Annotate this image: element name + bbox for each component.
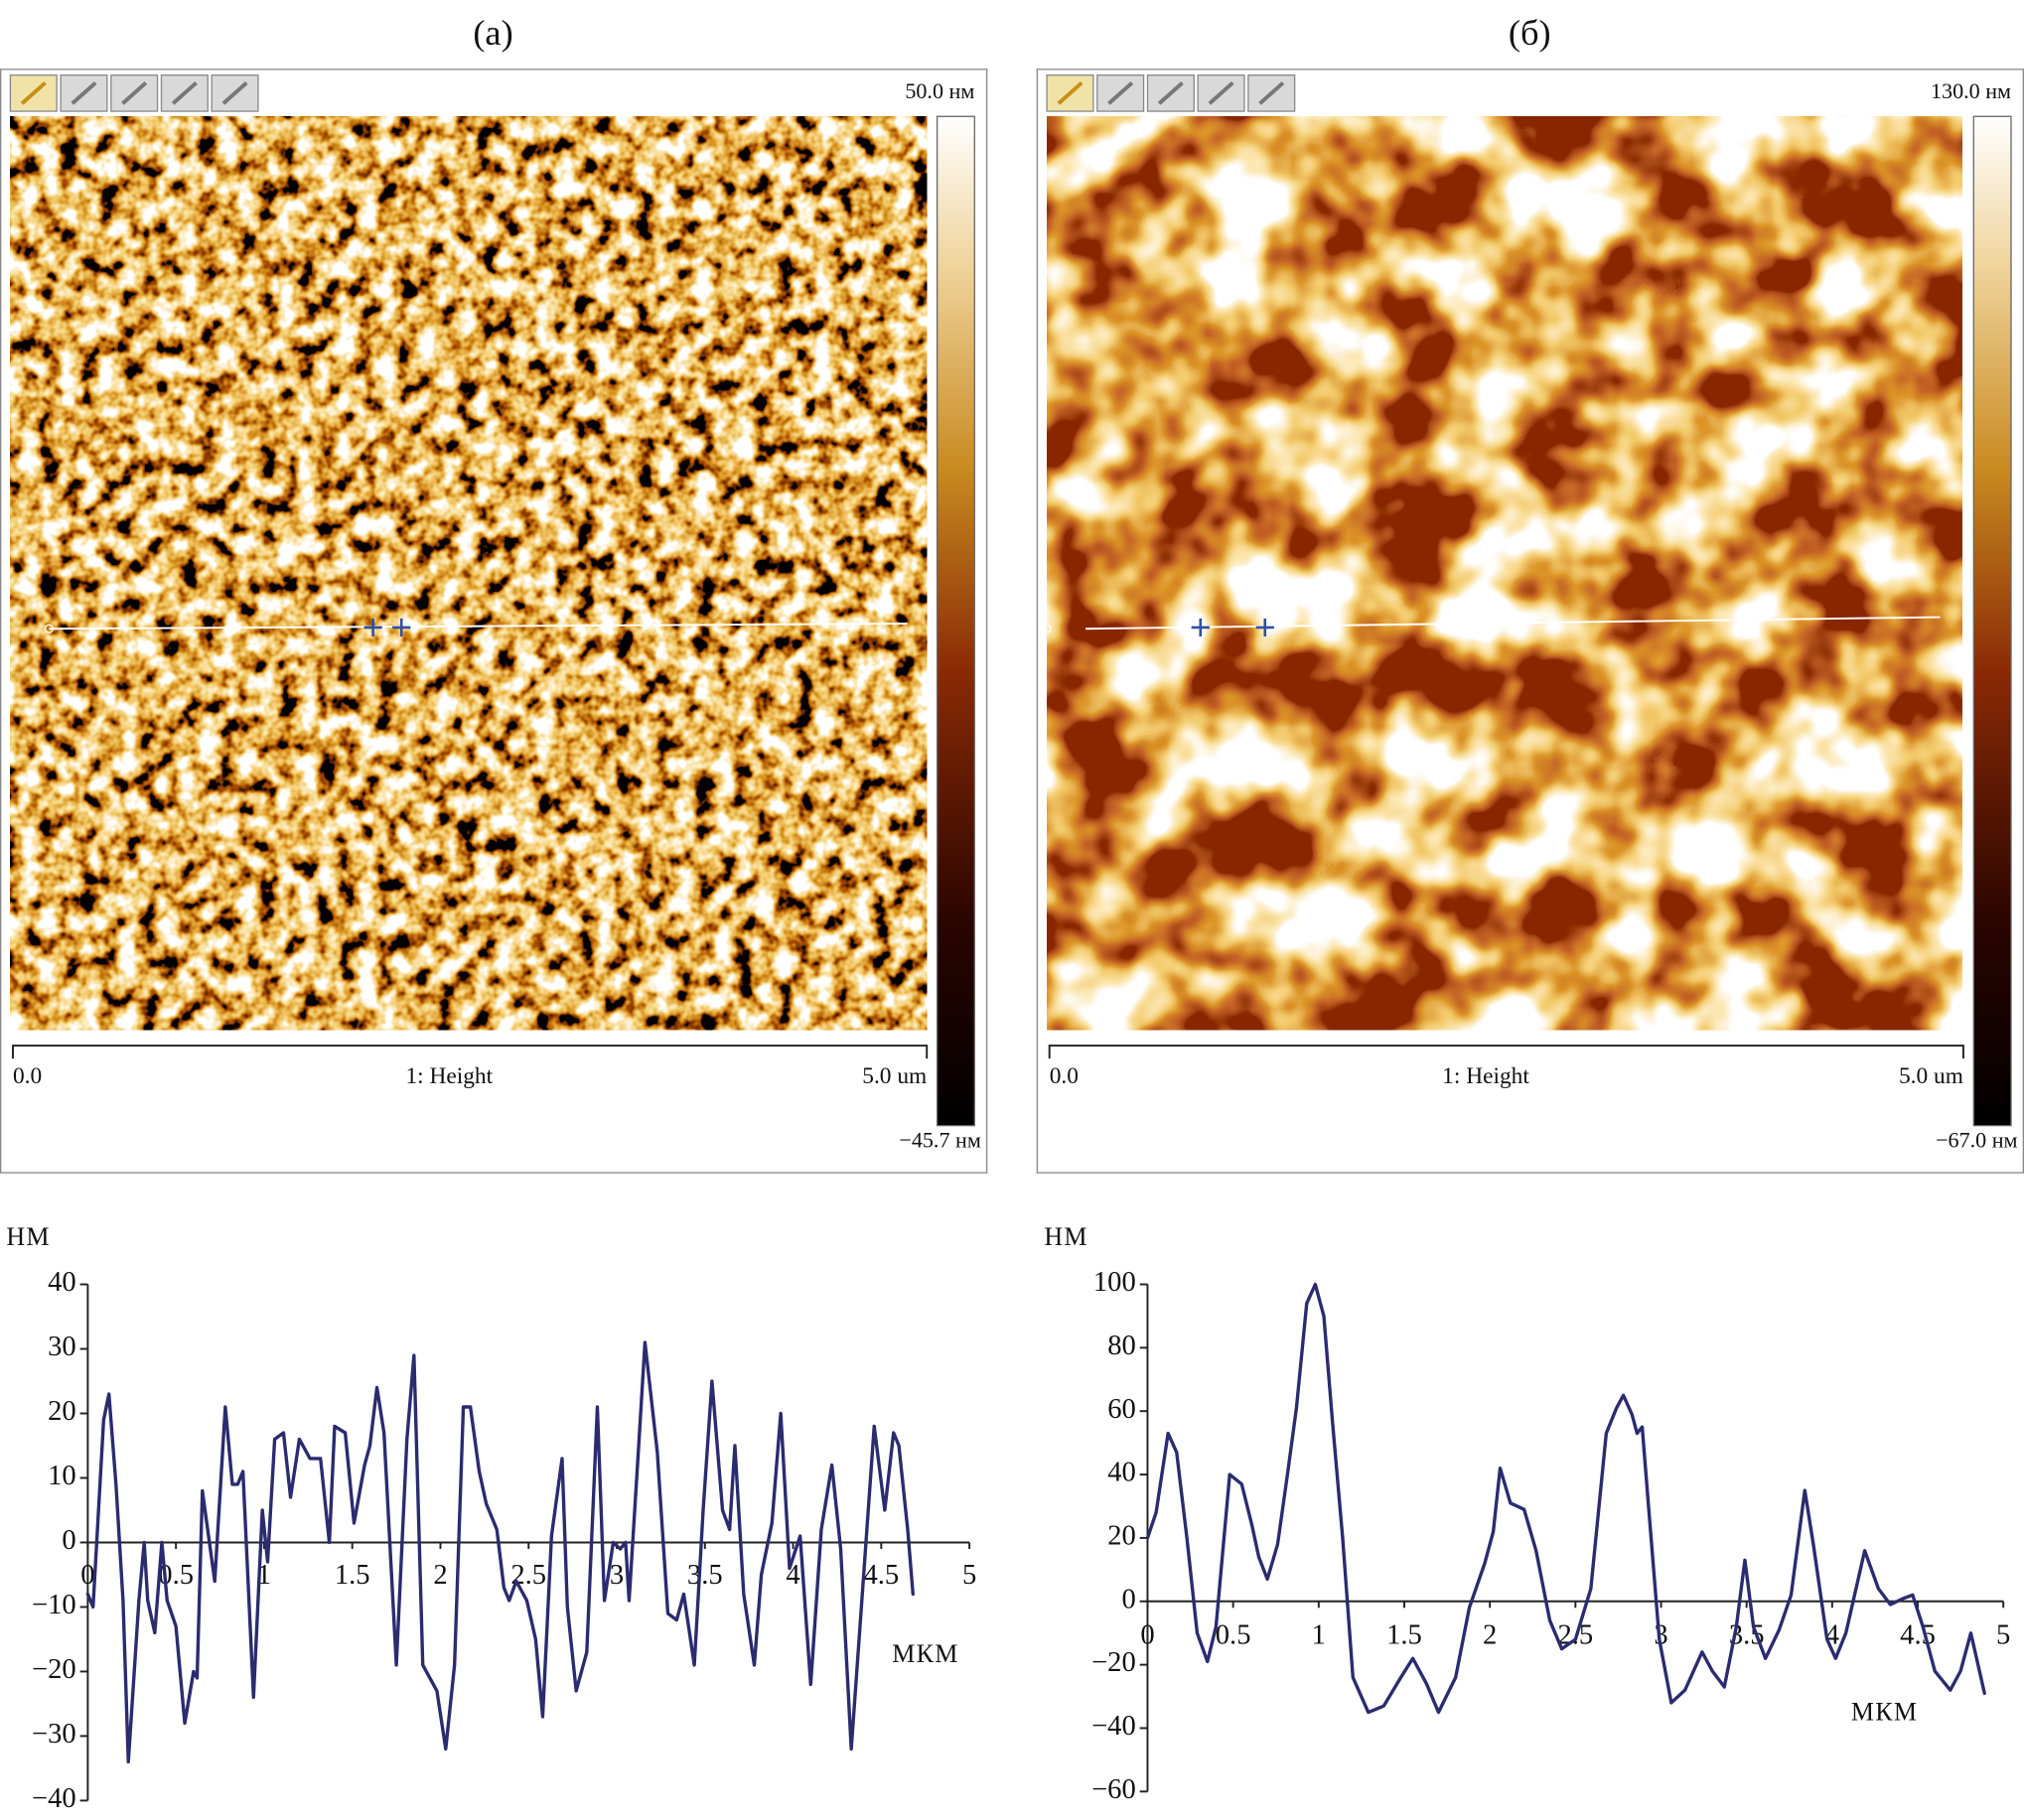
toolbar-icon: [1258, 81, 1285, 105]
toolbar-icon: [1157, 81, 1184, 105]
afm-image: [1047, 116, 1962, 1031]
x-tick-label: 1.5: [1386, 1620, 1422, 1651]
axis-end: 5.0 um: [1899, 1063, 1963, 1089]
profile-curve: [1145, 1282, 1986, 1715]
color-bar: [936, 115, 975, 1127]
axis-start: 0.0: [1050, 1063, 1079, 1089]
x-tick-label: 3: [610, 1560, 624, 1591]
scale-max: 130.0 нм: [1931, 78, 2011, 103]
y-tick-label: 20: [48, 1396, 76, 1427]
axis-end: 5.0 um: [862, 1063, 927, 1089]
color-bar: [1972, 115, 2012, 1127]
channel-name: 1: Height: [1442, 1063, 1529, 1089]
panel-label: (a): [473, 13, 512, 53]
toolbar-icon: [221, 81, 248, 105]
axis-start: 0.0: [13, 1063, 42, 1089]
y-tick-label: −60: [1091, 1774, 1136, 1805]
toolbar-icon: [171, 81, 198, 105]
panel-label: (б): [1509, 13, 1551, 53]
y-tick-label: −40: [32, 1783, 76, 1814]
x-tick-label: 0: [1140, 1620, 1154, 1651]
x-tick-label: 4.5: [1900, 1620, 1936, 1651]
y-tick-label: 40: [1107, 1458, 1136, 1488]
channel-name: 1: Height: [405, 1063, 493, 1089]
x-tick-label: 1: [1312, 1620, 1326, 1651]
x-tick-label: 4.5: [863, 1560, 899, 1591]
y-tick-label: 60: [1107, 1394, 1136, 1425]
x-tick-label: 2.5: [510, 1560, 546, 1591]
y-axis-label: НМ: [1044, 1222, 1087, 1251]
toolbar-icon: [20, 81, 47, 105]
profile-start: [44, 624, 54, 633]
x-tick-label: 2: [1483, 1620, 1497, 1651]
toolbar-icon: [71, 81, 97, 105]
y-tick-label: 100: [1093, 1267, 1136, 1298]
toolbar-button[interactable]: [1046, 74, 1094, 112]
toolbar-icon: [1208, 81, 1234, 105]
x-axis-label: МКМ: [1851, 1697, 1918, 1726]
afm-image: [10, 116, 928, 1031]
x-tick-label: 3.5: [687, 1560, 723, 1591]
toolbar-icon: [1107, 81, 1134, 105]
y-tick-label: 0: [1121, 1584, 1135, 1614]
x-tick-label: 5: [962, 1560, 976, 1591]
x-axis-label: МКМ: [892, 1639, 958, 1668]
y-tick-label: −40: [1091, 1711, 1136, 1742]
y-axis-label: НМ: [6, 1222, 50, 1251]
y-tick-label: 30: [48, 1331, 76, 1362]
toolbar-icon: [121, 81, 148, 105]
y-tick-label: −20: [1091, 1647, 1136, 1678]
y-tick-label: −10: [32, 1590, 76, 1620]
scale-min: −45.7 нм: [899, 1128, 980, 1153]
x-tick-label: 5: [1996, 1620, 2010, 1651]
profile-curve: [85, 1340, 915, 1764]
x-tick-label: 2: [433, 1560, 447, 1591]
y-tick-label: 20: [1107, 1520, 1136, 1551]
toolbar-icon: [1057, 81, 1084, 105]
scale-axis: [12, 1045, 929, 1059]
x-tick-label: 1.5: [335, 1560, 370, 1591]
y-tick-label: 0: [62, 1525, 75, 1556]
x-tick-label: 0: [80, 1560, 94, 1591]
y-tick-label: 10: [48, 1461, 76, 1491]
y-tick-label: −30: [32, 1719, 76, 1750]
scale-axis: [1048, 1045, 1964, 1059]
y-tick-label: 80: [1107, 1330, 1136, 1361]
y-tick-label: 40: [48, 1267, 76, 1298]
profile-line: [1085, 616, 1941, 630]
profile-line: [49, 623, 908, 630]
x-tick-label: 0.5: [1216, 1620, 1251, 1651]
scale-max: 50.0 нм: [905, 78, 974, 103]
scale-min: −67.0 нм: [1936, 1128, 2017, 1153]
profile-start: [1042, 624, 1052, 633]
y-tick-label: −20: [32, 1654, 76, 1685]
